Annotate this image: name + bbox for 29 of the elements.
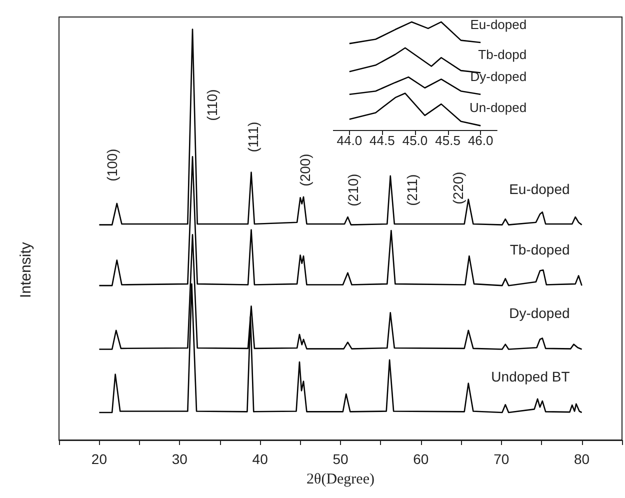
y-axis-title: Intensity xyxy=(18,242,34,298)
x-axis-title: 2θ(Degree) xyxy=(306,472,374,488)
x-tick-label: 70 xyxy=(494,451,510,467)
series-label: Dy-doped xyxy=(509,305,570,322)
annotation: (111) xyxy=(245,122,261,152)
series-label: Tb-doped xyxy=(510,242,570,258)
annotation: (200) xyxy=(297,154,313,186)
x-tick-label: 46.0 xyxy=(468,133,494,148)
x-tick-label: 44.0 xyxy=(336,133,362,148)
series-label: Un-doped xyxy=(469,100,527,116)
x-tick-label: 80 xyxy=(574,451,590,467)
annotation: (110) xyxy=(204,89,220,121)
x-tick-label: 45.5 xyxy=(435,133,460,148)
x-tick-label: 40 xyxy=(252,451,268,467)
annotation: (210) xyxy=(345,174,361,206)
x-tick-label: 50 xyxy=(332,451,348,467)
series-label: Eu-doped xyxy=(470,16,527,32)
annotation: (100) xyxy=(104,148,120,182)
series-label: Eu-doped xyxy=(509,180,570,197)
x-tick-label: 60 xyxy=(413,451,429,467)
x-tick-label: 30 xyxy=(172,451,188,467)
x-tick-label: 45.0 xyxy=(402,133,428,148)
series-label: Dy-doped xyxy=(470,68,527,84)
series-label: Tb-dopd xyxy=(478,47,527,62)
annotation: (211) xyxy=(404,174,420,206)
x-tick-label: 20 xyxy=(91,451,108,467)
annotation: (220) xyxy=(450,172,466,204)
series-label: Undoped BT xyxy=(491,368,570,384)
x-tick-label: 44.5 xyxy=(370,133,395,148)
